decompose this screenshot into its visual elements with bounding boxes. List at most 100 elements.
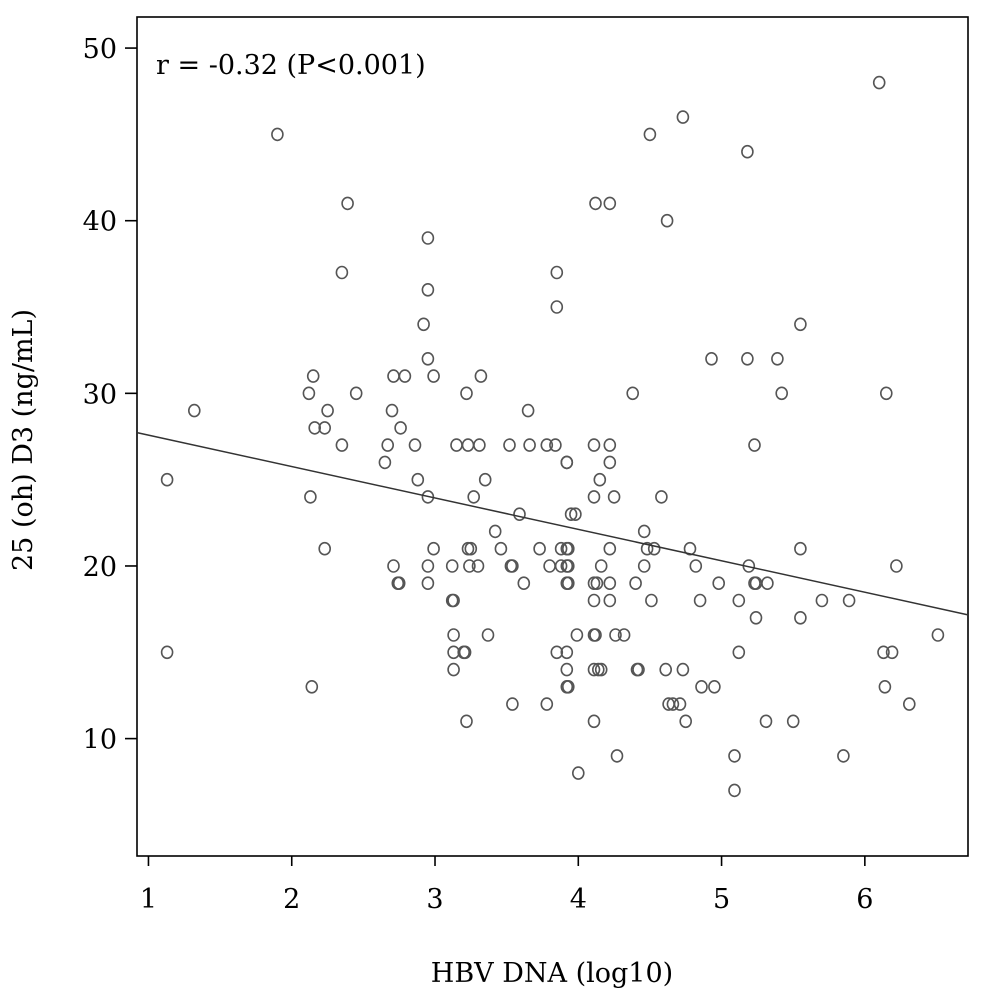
x-tick-label: 1 xyxy=(140,884,157,915)
data-point xyxy=(604,595,615,607)
data-point xyxy=(589,715,600,727)
data-point xyxy=(504,439,515,451)
correlation-annotation: r = -0.32 (P<0.001) xyxy=(156,50,426,81)
data-point xyxy=(461,387,472,399)
data-point xyxy=(733,595,744,607)
data-point xyxy=(518,577,529,589)
data-point xyxy=(272,128,283,140)
regression-line xyxy=(137,433,968,615)
data-point xyxy=(838,750,849,762)
data-point xyxy=(639,525,650,537)
data-point xyxy=(534,543,545,555)
x-tick-label: 3 xyxy=(426,884,443,915)
data-point xyxy=(604,577,615,589)
data-point xyxy=(696,681,707,693)
data-point xyxy=(306,681,317,693)
data-point xyxy=(660,664,671,676)
y-tick-label: 30 xyxy=(83,379,117,410)
data-point xyxy=(795,612,806,624)
data-point xyxy=(422,353,433,365)
data-point xyxy=(379,456,390,468)
data-point xyxy=(468,491,479,503)
data-point xyxy=(604,456,615,468)
data-point xyxy=(742,146,753,158)
data-point xyxy=(463,439,474,451)
data-point xyxy=(713,577,724,589)
data-point xyxy=(428,370,439,382)
data-point xyxy=(351,387,362,399)
data-point xyxy=(762,577,773,589)
data-point xyxy=(630,577,641,589)
data-point xyxy=(690,560,701,572)
data-point xyxy=(677,111,688,123)
data-point xyxy=(596,560,607,572)
data-point xyxy=(589,491,600,503)
data-point xyxy=(594,474,605,486)
data-point xyxy=(881,387,892,399)
data-point xyxy=(342,197,353,209)
data-point xyxy=(772,353,783,365)
data-point xyxy=(322,405,333,417)
data-point xyxy=(541,698,552,710)
y-tick-label: 50 xyxy=(83,34,117,65)
data-point xyxy=(451,439,462,451)
data-point xyxy=(709,681,720,693)
data-point xyxy=(189,405,200,417)
y-tick-label: 10 xyxy=(83,725,117,756)
data-point xyxy=(656,491,667,503)
data-point xyxy=(589,595,600,607)
data-points xyxy=(162,77,944,797)
data-point xyxy=(422,560,433,572)
data-point xyxy=(729,750,740,762)
data-point xyxy=(544,560,555,572)
plot-frame xyxy=(137,17,968,856)
data-point xyxy=(644,128,655,140)
regression-line-layer xyxy=(137,433,968,615)
data-point xyxy=(590,197,601,209)
data-point xyxy=(816,595,827,607)
data-point xyxy=(336,439,347,451)
data-point xyxy=(604,439,615,451)
data-point xyxy=(776,387,787,399)
data-point xyxy=(399,370,410,382)
data-point xyxy=(475,370,486,382)
y-tick-label: 40 xyxy=(83,207,117,238)
data-point xyxy=(551,267,562,279)
data-point xyxy=(483,629,494,641)
data-point xyxy=(639,560,650,572)
y-tick-label: 20 xyxy=(83,552,117,583)
y-axis-title: 25 (oh) D3 (ng/mL) xyxy=(8,309,39,571)
data-point xyxy=(514,508,525,520)
data-point xyxy=(495,543,506,555)
data-point xyxy=(162,474,173,486)
data-point xyxy=(609,491,620,503)
data-point xyxy=(589,439,600,451)
data-point xyxy=(448,629,459,641)
x-tick-label: 2 xyxy=(283,884,300,915)
data-point xyxy=(612,750,623,762)
data-point xyxy=(733,646,744,658)
data-point xyxy=(795,318,806,330)
x-axis-title: HBV DNA (log10) xyxy=(431,958,673,989)
data-point xyxy=(677,664,688,676)
data-point xyxy=(675,698,686,710)
data-point xyxy=(561,456,572,468)
data-point xyxy=(447,560,458,572)
data-point xyxy=(932,629,943,641)
data-point xyxy=(418,318,429,330)
data-point xyxy=(162,646,173,658)
data-point xyxy=(448,664,459,676)
data-point xyxy=(388,560,399,572)
data-point xyxy=(507,698,518,710)
data-point xyxy=(706,353,717,365)
data-point xyxy=(305,491,316,503)
data-point xyxy=(422,577,433,589)
data-point xyxy=(879,681,890,693)
data-point xyxy=(844,595,855,607)
data-point xyxy=(461,715,472,727)
data-point xyxy=(795,543,806,555)
data-point xyxy=(561,664,572,676)
data-point xyxy=(680,715,691,727)
x-tick-label: 6 xyxy=(856,884,873,915)
